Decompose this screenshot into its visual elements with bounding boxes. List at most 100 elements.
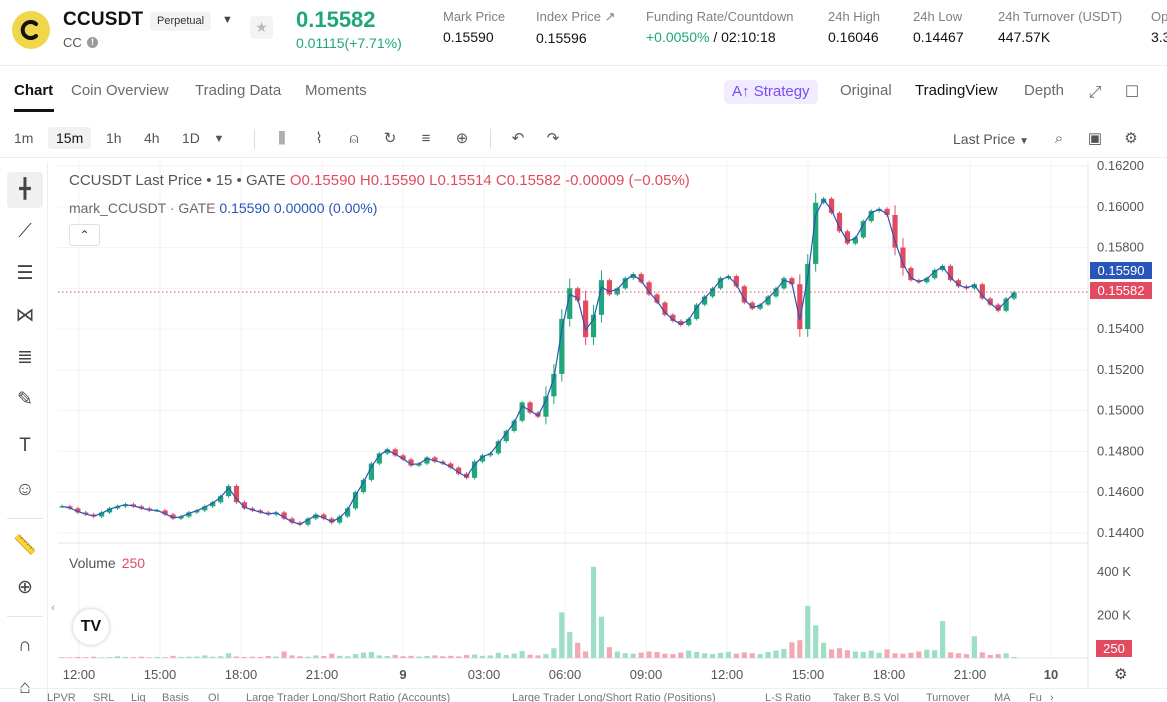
scroll-right-icon[interactable]: ›: [1050, 692, 1054, 702]
symbol-name[interactable]: CCUSDT: [63, 9, 144, 30]
volume-bar: [844, 650, 851, 658]
candle-body: [400, 455, 406, 460]
crosshair-icon[interactable]: ╋: [7, 172, 43, 208]
tab-trading-data[interactable]: Trading Data: [195, 82, 282, 99]
candle-type-icon[interactable]: ⫼: [278, 130, 286, 147]
volume-bar: [471, 654, 478, 658]
gear-icon[interactable]: ⚙: [1124, 130, 1138, 147]
candle-body: [702, 296, 708, 305]
timeframe-1h[interactable]: 1h: [106, 130, 122, 146]
info-icon[interactable]: !: [87, 37, 98, 48]
indicator-tab[interactable]: SRL: [93, 692, 115, 702]
zoom-in-icon[interactable]: ⊕: [17, 577, 33, 598]
volume-bar: [828, 649, 835, 658]
view-tradingview[interactable]: TradingView: [915, 82, 998, 99]
strategy-button[interactable]: A↑ Strategy: [724, 80, 818, 104]
price-source-select[interactable]: Last Price ▼: [953, 131, 1029, 147]
redo-icon[interactable]: ↷: [546, 130, 560, 147]
trend-line-icon[interactable]: ⟋: [18, 221, 32, 242]
candle-body: [884, 208, 890, 215]
candle-body: [947, 265, 954, 281]
indicator-tab[interactable]: Basis: [162, 692, 189, 702]
volume-bar: [678, 652, 684, 658]
view-depth[interactable]: Depth: [1024, 82, 1065, 99]
candle-body: [106, 508, 113, 513]
timeframe-1m[interactable]: 1m: [14, 130, 34, 146]
volume-bar: [590, 566, 597, 658]
horizontal-lines-icon[interactable]: ☰: [16, 263, 34, 284]
view-original[interactable]: Original: [840, 82, 892, 99]
volume-bar: [408, 655, 414, 658]
replay-icon[interactable]: ↻: [383, 130, 397, 147]
volume-bar: [916, 651, 922, 658]
symbol-dropdown-icon[interactable]: ▼: [222, 14, 233, 26]
timeframe-4h[interactable]: 4h: [144, 130, 160, 146]
indicator-tab[interactable]: Fu: [1029, 692, 1042, 702]
expand-icon[interactable]: ⤢: [1088, 84, 1102, 101]
tab-chart[interactable]: Chart: [14, 82, 54, 99]
volume-bar: [876, 652, 882, 658]
indicator-tab[interactable]: Large Trader Long/Short Ratio (Accounts): [246, 692, 451, 702]
volume-bar: [329, 653, 335, 658]
indicator-tab[interactable]: Liq: [131, 692, 146, 702]
pattern-icon[interactable]: ⋈: [15, 305, 35, 326]
alert-icon[interactable]: ⍝: [349, 130, 359, 147]
indicators-icon[interactable]: ⌇: [315, 130, 323, 147]
legend-collapse-button[interactable]: ⌃: [69, 224, 100, 246]
chart-settings-icon[interactable]: ⚙: [1114, 666, 1128, 683]
candle-body: [368, 463, 374, 480]
volume-bar: [162, 657, 168, 658]
candle-body: [852, 237, 858, 244]
volume-bar: [384, 656, 390, 658]
volume-bar: [289, 655, 295, 658]
volume-bar: [106, 657, 113, 658]
price-tick-label: 0.15800: [1097, 240, 1144, 255]
volume-bar: [598, 616, 605, 658]
timeframe-15m[interactable]: 15m: [48, 127, 92, 149]
indicator-tab[interactable]: Turnover: [926, 692, 970, 702]
ruler-icon[interactable]: 📏: [13, 535, 37, 556]
candle-body: [781, 278, 787, 289]
undo-icon[interactable]: ↶: [511, 130, 525, 147]
tab-coin-overview[interactable]: Coin Overview: [71, 82, 169, 99]
tradingview-logo[interactable]: TV: [73, 609, 109, 645]
stat-index-price[interactable]: Index Price ↗ 0.15596: [536, 9, 616, 46]
price-tick-label: 0.15200: [1097, 362, 1144, 377]
camera-icon[interactable]: ▣: [1087, 130, 1103, 147]
drawing-tools-sidebar: ╋ ⟋ ☰ ⋈ ≣ ✎ T ☺ 📏 ⊕ ∩ ⌂: [0, 162, 48, 702]
timeframe-1d[interactable]: 1D: [182, 130, 200, 146]
stat-label: 24h Low: [913, 9, 963, 24]
stat-funding-rate: Funding Rate/Countdown +0.0050% / 02:10:…: [646, 9, 793, 45]
window-icon[interactable]: ☐: [1124, 84, 1140, 101]
search-icon[interactable]: ⌕: [1054, 130, 1064, 147]
candle-body: [527, 402, 533, 413]
time-tick-label: 12:00: [711, 667, 744, 682]
fib-retracement-icon[interactable]: ≣: [17, 347, 33, 368]
candle-body: [392, 449, 398, 456]
candle-body: [281, 512, 287, 519]
timeframe-dropdown-icon[interactable]: ▼: [213, 133, 225, 145]
settings-list-icon[interactable]: ≡: [421, 130, 431, 147]
indicator-tab[interactable]: LPVR: [47, 692, 76, 702]
indicator-tab[interactable]: OI: [208, 692, 220, 702]
legend-low: L0.15514: [429, 172, 492, 189]
text-icon[interactable]: T: [19, 435, 31, 456]
legend-open: O0.15590: [289, 172, 356, 189]
emoji-icon[interactable]: ☺: [15, 479, 35, 500]
volume-bar: [91, 656, 97, 658]
magnet-icon[interactable]: ∩: [18, 635, 32, 656]
indicator-tab[interactable]: MA: [994, 692, 1011, 702]
indicator-tab[interactable]: Large Trader Long/Short Ratio (Positions…: [512, 692, 716, 702]
stat-value: +0.0050% / 02:10:18: [646, 29, 793, 45]
lock-icon[interactable]: ⌂: [19, 677, 31, 698]
brush-icon[interactable]: ✎: [17, 389, 33, 410]
indicator-tab[interactable]: L-S Ratio: [765, 692, 811, 702]
indicator-tab[interactable]: Taker B.S Vol: [833, 692, 900, 702]
favorite-star-icon[interactable]: ★: [250, 16, 273, 39]
volume-bar: [924, 649, 930, 658]
candle-body: [432, 457, 438, 462]
add-indicator-icon[interactable]: ⊕: [455, 130, 469, 147]
tab-moments[interactable]: Moments: [305, 82, 367, 99]
sidebar-collapse-handle[interactable]: ‹: [51, 602, 55, 614]
